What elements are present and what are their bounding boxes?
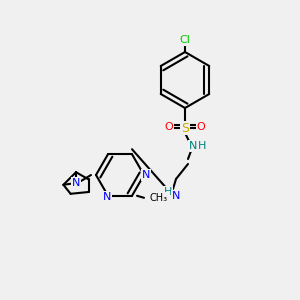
Text: N: N	[172, 191, 180, 201]
Text: H: H	[164, 187, 172, 197]
Text: O: O	[196, 122, 206, 131]
Text: N: N	[142, 170, 150, 180]
Text: S: S	[181, 122, 189, 134]
Text: N: N	[189, 141, 197, 151]
Text: O: O	[165, 122, 173, 131]
Text: H: H	[198, 141, 206, 151]
Text: Cl: Cl	[180, 35, 190, 45]
Text: N: N	[72, 178, 80, 188]
Text: CH₃: CH₃	[150, 193, 168, 203]
Text: N: N	[103, 192, 111, 202]
